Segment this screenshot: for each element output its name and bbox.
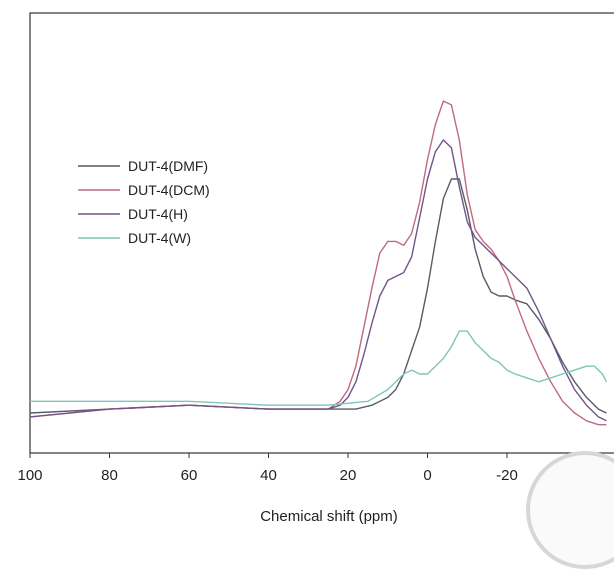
legend: DUT-4(DMF) DUT-4(DCM) DUT-4(H) DUT-4(W) <box>78 158 210 246</box>
series-line-2 <box>29 139 607 422</box>
x-tick-label-6: -20 <box>496 467 518 484</box>
legend-label-3: DUT-4(W) <box>128 230 191 246</box>
x-tick-label-0: 100 <box>17 467 42 484</box>
legend-label-1: DUT-4(DCM) <box>128 182 210 198</box>
series-group <box>29 100 608 426</box>
legend-label-0: DUT-4(DMF) <box>128 158 208 174</box>
x-tick-label-5: 0 <box>423 467 431 484</box>
x-axis-label: Chemical shift (ppm) <box>260 508 398 525</box>
x-tick-label-3: 40 <box>260 467 277 484</box>
x-tick-label-4: 20 <box>340 467 357 484</box>
x-tick-label-2: 60 <box>181 467 198 484</box>
x-tick-label-1: 80 <box>101 467 118 484</box>
series-line-1 <box>29 100 607 426</box>
series-line-3 <box>30 330 608 406</box>
legend-label-2: DUT-4(H) <box>128 206 188 222</box>
plot-frame <box>29 12 614 454</box>
